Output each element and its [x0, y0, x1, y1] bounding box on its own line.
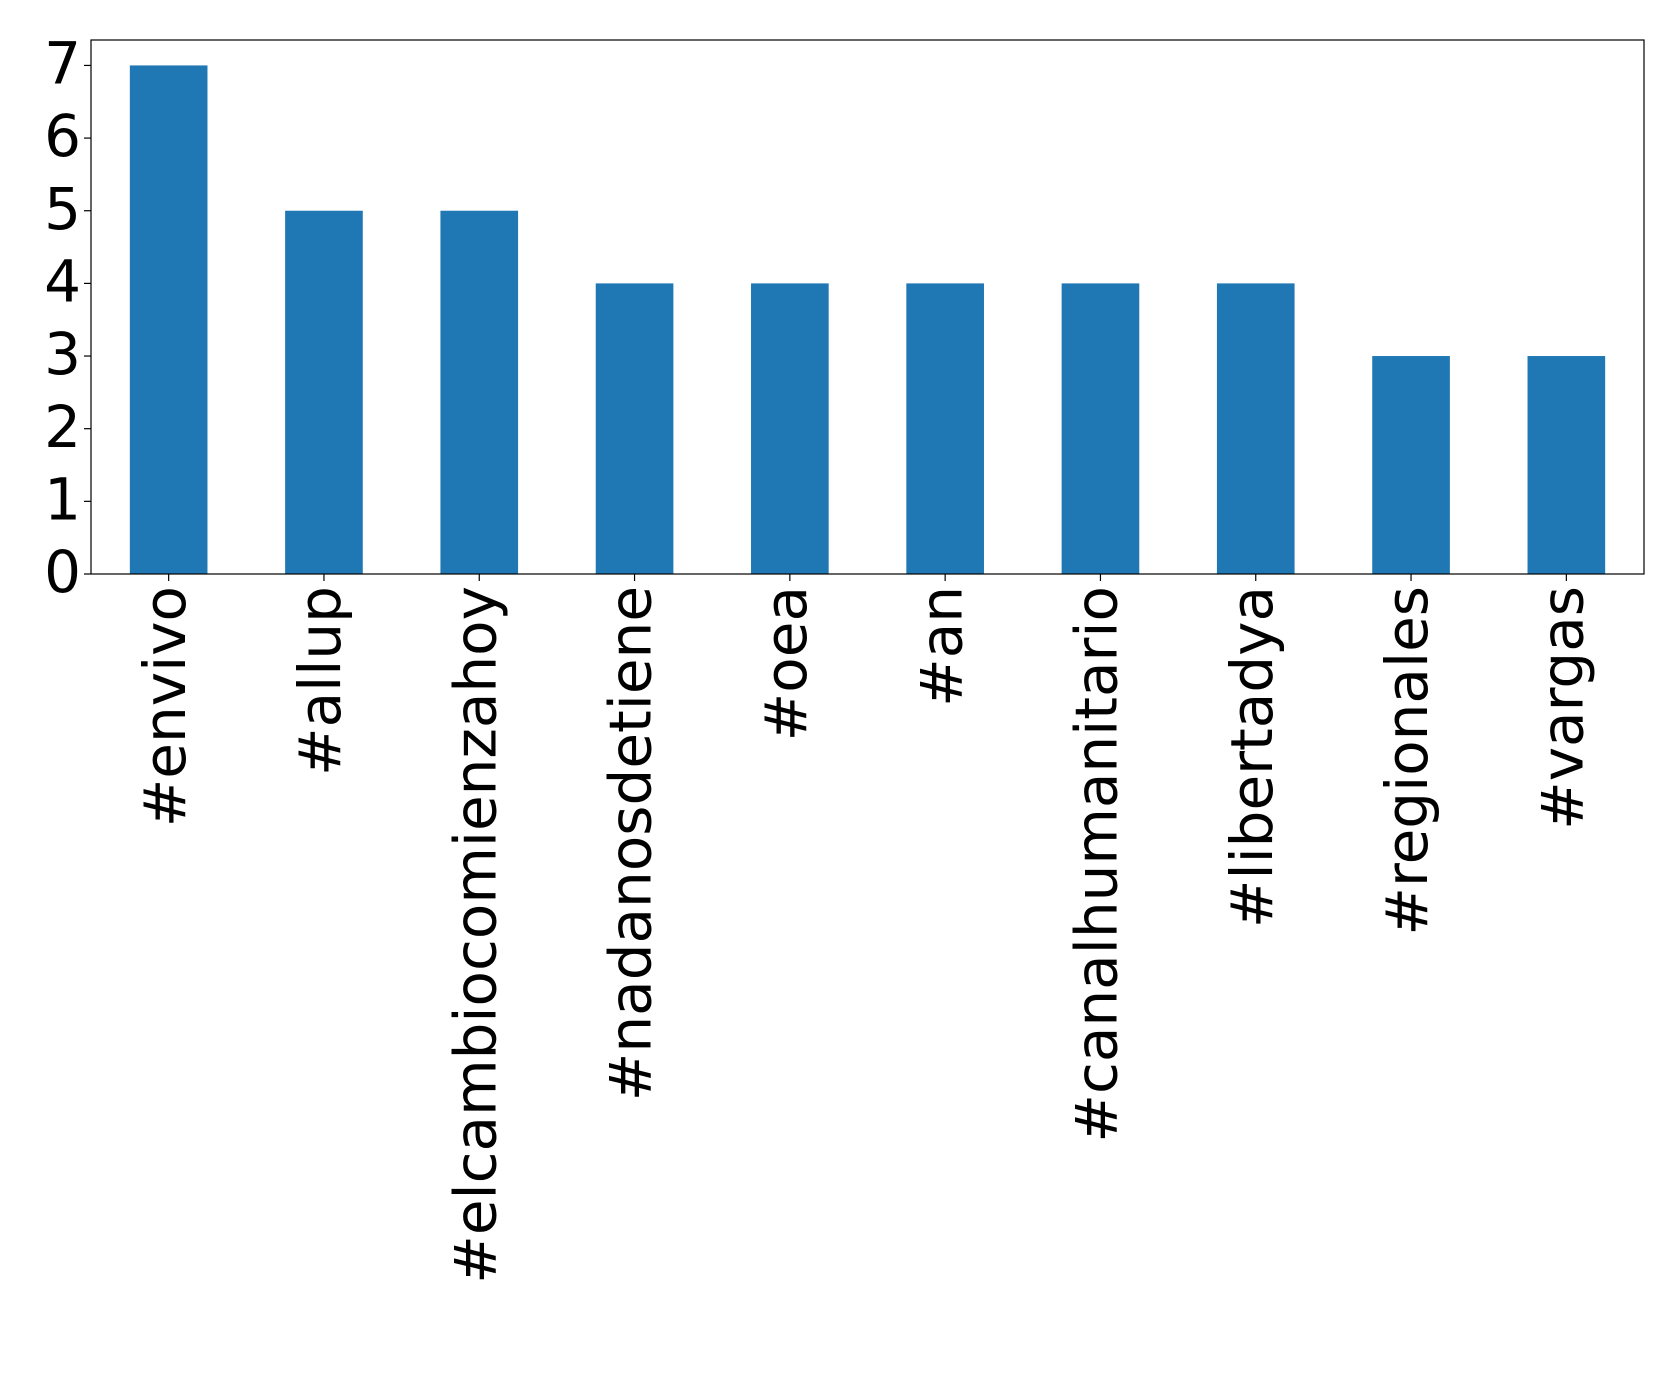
x-tick-label: #oea: [752, 586, 820, 741]
bar: [906, 283, 984, 574]
bar: [1372, 356, 1450, 574]
bar: [440, 210, 519, 575]
bar: [595, 283, 674, 574]
bar: [129, 65, 208, 574]
x-tick-label: #elcambiocomienzahoy: [441, 586, 509, 1284]
x-tick-label: #libertadya: [1218, 586, 1286, 928]
bar: [751, 283, 829, 574]
plot-frame: [90, 39, 1645, 575]
bar: [1061, 283, 1140, 574]
y-tick-label: 6: [44, 102, 81, 170]
y-tick-label: 3: [44, 320, 81, 388]
x-tick-label: #canalhumanitario: [1063, 586, 1131, 1143]
x-tick-label: #envivo: [131, 586, 199, 827]
y-tick-label: 2: [44, 393, 81, 461]
bar: [1527, 356, 1606, 574]
x-tick-label: #vargas: [1528, 586, 1596, 830]
bar: [285, 210, 363, 575]
x-tick-label: #regionales: [1373, 586, 1441, 936]
y-tick-label: 4: [44, 247, 81, 315]
x-tick-label: #an: [907, 586, 975, 707]
y-tick-label: 5: [44, 175, 81, 243]
x-tick-label: #allup: [286, 586, 354, 776]
x-tick-label: #nadanosdetiene: [597, 586, 665, 1101]
y-tick-label: 1: [44, 465, 81, 533]
y-tick-label: 0: [44, 538, 81, 606]
y-tick-label: 7: [44, 30, 81, 98]
bar: [1216, 283, 1295, 574]
